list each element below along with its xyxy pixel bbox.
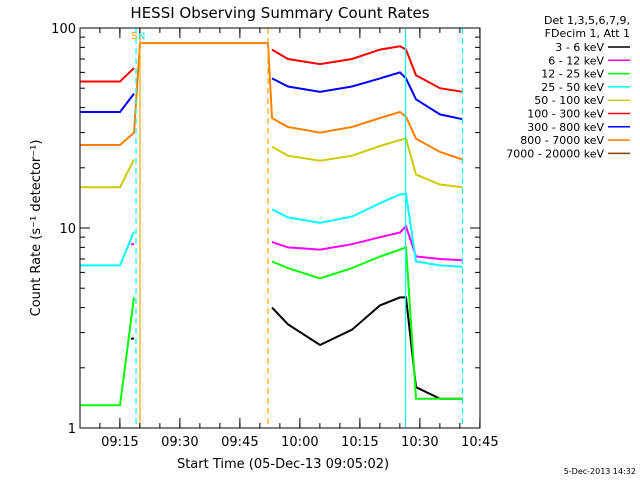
legend-entry-label: 100 - 300 keV	[527, 108, 604, 121]
legend-header-line-2: FDecim 1, Att 1	[545, 27, 630, 40]
y-tick-label: 1	[68, 422, 76, 437]
legend-header-line-1: Det 1,3,5,6,7,9,	[544, 14, 630, 27]
series-line	[271, 224, 463, 262]
legend-entry-label: 7000 - 20000 keV	[506, 147, 604, 160]
legend-entry-label: 6 - 12 keV	[548, 54, 604, 67]
x-tick-label: 10:45	[461, 435, 498, 450]
x-tick-label: 10:15	[341, 435, 378, 450]
legend-entry-label: 300 - 800 keV	[527, 121, 604, 134]
series-line	[80, 67, 135, 83]
x-tick-label: 10:00	[281, 435, 318, 450]
legend-entry-label: 25 - 50 keV	[541, 81, 604, 94]
series-line	[80, 297, 135, 407]
series-4	[80, 137, 463, 189]
x-tick-label: 10:30	[401, 435, 438, 450]
legend: Det 1,3,5,6,7,9, FDecim 1, Att 1 3 - 6 k…	[506, 14, 630, 160]
legend-entry-label: 50 - 100 keV	[534, 94, 604, 107]
series-6	[80, 71, 463, 121]
series-line	[271, 296, 463, 400]
x-tick-label: 09:45	[221, 435, 258, 450]
legend-entry-label: 3 - 6 keV	[555, 41, 604, 54]
series-line	[271, 71, 463, 121]
legend-entry-label: 800 - 7000 keV	[520, 134, 604, 147]
series-line	[80, 92, 135, 113]
series-1	[131, 224, 463, 262]
y-tick-label: 100	[51, 22, 76, 37]
series-line	[80, 159, 135, 189]
y-axis-label: Count Rate (s⁻¹ detector⁻¹)	[29, 140, 44, 317]
x-tick-label: 09:15	[101, 435, 138, 450]
y-tick-label: 10	[59, 222, 76, 237]
series-line	[271, 192, 463, 268]
annotation-label: N	[138, 31, 145, 42]
series-2	[80, 246, 463, 407]
x-tick-label: 09:30	[161, 435, 198, 450]
series-line	[271, 137, 463, 189]
series-0	[131, 296, 463, 400]
series-layer	[80, 42, 463, 407]
axis-ticks: 09:15 09:30 09:45 10:00 10:15 10:30 10:45 1 10 10…	[51, 22, 498, 450]
series-line	[271, 246, 463, 400]
series-line	[80, 231, 135, 267]
generation-timestamp: 5-Dec-2013 14:32	[564, 467, 636, 476]
series-3	[80, 192, 463, 268]
legend-entry-label: 12 - 25 keV	[541, 68, 604, 81]
annotation-label: S	[131, 31, 137, 42]
x-axis-label: Start Time (05-Dec-13 09:05:02)	[177, 457, 389, 472]
chart-title: HESSI Observing Summary Count Rates	[130, 4, 429, 22]
series-5	[80, 45, 463, 93]
series-line	[271, 45, 463, 93]
